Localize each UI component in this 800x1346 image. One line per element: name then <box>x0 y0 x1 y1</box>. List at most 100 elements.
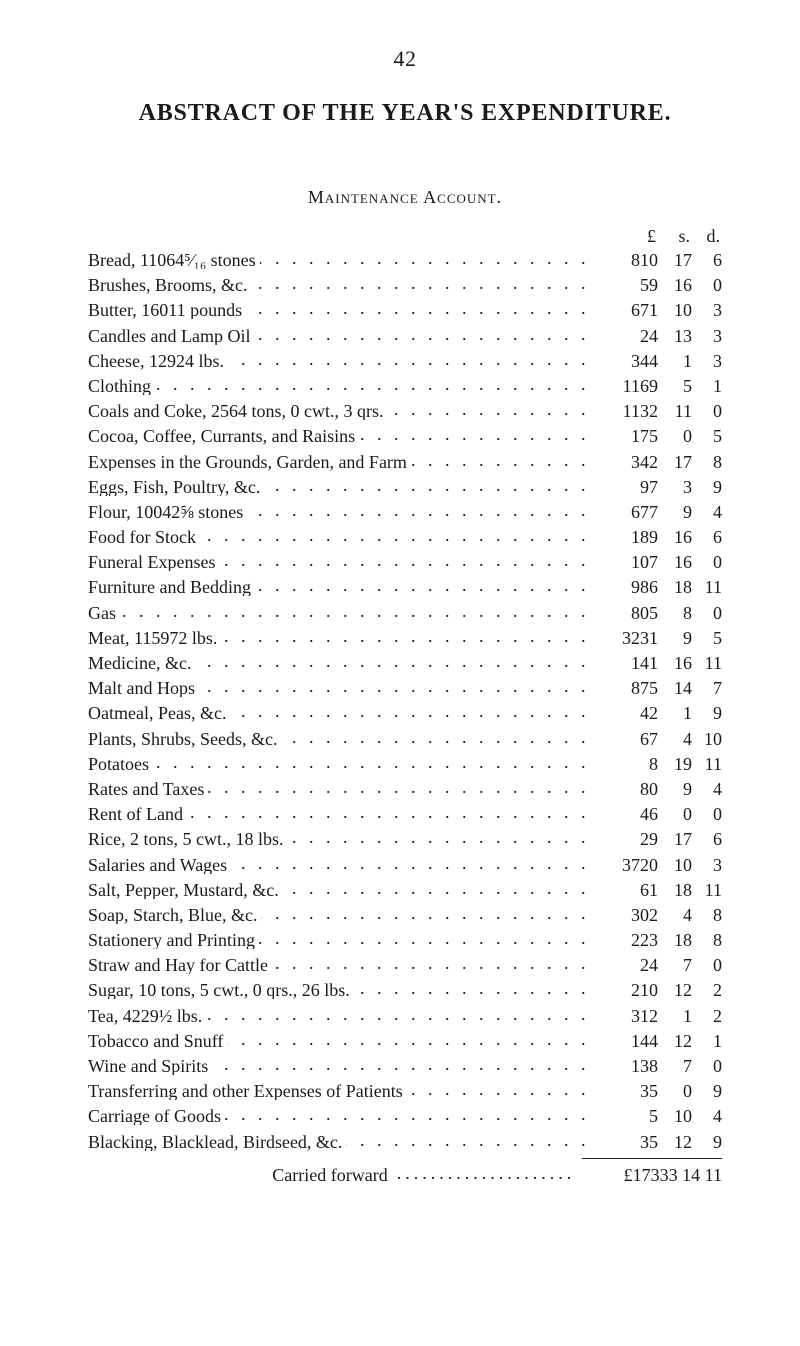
expenditure-rows: . . . . . . . . . . . . . . . . . . . . … <box>88 251 722 1151</box>
amount-pounds: 141 <box>596 654 658 672</box>
row-label-wrap: . . . . . . . . . . . . . . . . . . . . … <box>88 654 596 672</box>
amount-shillings: 12 <box>658 1133 692 1151</box>
row-label: Medicine, &c. <box>88 654 197 672</box>
row-label: Clothing <box>88 377 157 395</box>
amount-pounds: 59 <box>596 276 658 294</box>
table-row: . . . . . . . . . . . . . . . . . . . . … <box>88 1057 722 1075</box>
row-label-wrap: . . . . . . . . . . . . . . . . . . . . … <box>88 604 596 622</box>
table-row: . . . . . . . . . . . . . . . . . . . . … <box>88 906 722 924</box>
table-row: . . . . . . . . . . . . . . . . . . . . … <box>88 1133 722 1151</box>
carried-forward-amount: £17333 14 11 <box>572 1165 722 1186</box>
row-label: Potatoes <box>88 755 155 773</box>
row-label: Cheese, 12924 lbs. <box>88 352 230 370</box>
amount-pounds: 805 <box>596 604 658 622</box>
row-label-wrap: . . . . . . . . . . . . . . . . . . . . … <box>88 730 596 748</box>
document-page: 42 ABSTRACT OF THE YEAR'S EXPENDITURE. M… <box>0 0 800 1346</box>
amount-pounds: 3720 <box>596 856 658 874</box>
total-rule <box>582 1158 722 1159</box>
table-row: . . . . . . . . . . . . . . . . . . . . … <box>88 805 722 823</box>
table-row: . . . . . . . . . . . . . . . . . . . . … <box>88 704 722 722</box>
table-row: . . . . . . . . . . . . . . . . . . . . … <box>88 528 722 546</box>
amount-pounds: 144 <box>596 1032 658 1050</box>
amount-pounds: 107 <box>596 553 658 571</box>
amount-shillings: 0 <box>658 805 692 823</box>
amount-pounds: 46 <box>596 805 658 823</box>
row-label: Blacking, Blacklead, Birdseed, &c. <box>88 1133 348 1151</box>
table-row: . . . . . . . . . . . . . . . . . . . . … <box>88 427 722 445</box>
page-title: ABSTRACT OF THE YEAR'S EXPENDITURE. <box>88 100 722 127</box>
table-row: . . . . . . . . . . . . . . . . . . . . … <box>88 629 722 647</box>
amount-pence: 9 <box>692 1133 722 1151</box>
row-label-wrap: . . . . . . . . . . . . . . . . . . . . … <box>88 478 596 496</box>
table-row: . . . . . . . . . . . . . . . . . . . . … <box>88 453 722 471</box>
amount-pence: 8 <box>692 453 722 471</box>
row-label: Rice, 2 tons, 5 cwt., 18 lbs. <box>88 830 290 848</box>
row-label: Brushes, Brooms, &c. <box>88 276 254 294</box>
amount-shillings: 11 <box>658 402 692 420</box>
amount-shillings: 4 <box>658 906 692 924</box>
amount-pence: 1 <box>692 377 722 395</box>
amount-shillings: 16 <box>658 654 692 672</box>
amount-pence: 0 <box>692 402 722 420</box>
amount-pence: 7 <box>692 679 722 697</box>
amount-pence: 1 <box>692 1032 722 1050</box>
amount-pence: 9 <box>692 704 722 722</box>
row-label-wrap: . . . . . . . . . . . . . . . . . . . . … <box>88 327 596 345</box>
amount-pounds: 344 <box>596 352 658 370</box>
row-label-wrap: . . . . . . . . . . . . . . . . . . . . … <box>88 453 596 471</box>
row-label: Soap, Starch, Blue, &c. <box>88 906 263 924</box>
row-label: Gas <box>88 604 122 622</box>
amount-pence: 9 <box>692 478 722 496</box>
amount-pounds: 61 <box>596 881 658 899</box>
amount-pence: 3 <box>692 856 722 874</box>
amount-shillings: 0 <box>658 1082 692 1100</box>
row-label-wrap: . . . . . . . . . . . . . . . . . . . . … <box>88 755 596 773</box>
table-row: . . . . . . . . . . . . . . . . . . . . … <box>88 478 722 496</box>
table-row: . . . . . . . . . . . . . . . . . . . . … <box>88 301 722 319</box>
row-label-wrap: . . . . . . . . . . . . . . . . . . . . … <box>88 1032 596 1050</box>
row-label-wrap: . . . . . . . . . . . . . . . . . . . . … <box>88 704 596 722</box>
amount-shillings: 14 <box>658 679 692 697</box>
table-row: . . . . . . . . . . . . . . . . . . . . … <box>88 654 722 672</box>
row-label: Coals and Coke, 2564 tons, 0 cwt., 3 qrs… <box>88 402 389 420</box>
amount-pence: 10 <box>692 730 722 748</box>
amount-pounds: 24 <box>596 956 658 974</box>
row-label-wrap: . . . . . . . . . . . . . . . . . . . . … <box>88 629 596 647</box>
amount-shillings: 13 <box>658 327 692 345</box>
row-label: Salt, Pepper, Mustard, &c. <box>88 881 285 899</box>
header-pence: d. <box>690 226 720 247</box>
amount-pence: 3 <box>692 301 722 319</box>
row-label: Meat, 115972 lbs. <box>88 629 223 647</box>
row-label: Transferring and other Expenses of Patie… <box>88 1082 409 1100</box>
amount-pounds: 97 <box>596 478 658 496</box>
amount-pounds: 29 <box>596 830 658 848</box>
table-row: . . . . . . . . . . . . . . . . . . . . … <box>88 730 722 748</box>
amount-pence: 0 <box>692 604 722 622</box>
amount-pounds: 1132 <box>596 402 658 420</box>
row-label-wrap: . . . . . . . . . . . . . . . . . . . . … <box>88 906 596 924</box>
table-row: . . . . . . . . . . . . . . . . . . . . … <box>88 1032 722 1050</box>
amount-shillings: 7 <box>658 1057 692 1075</box>
amount-pence: 6 <box>692 251 722 269</box>
row-label: Plants, Shrubs, Seeds, &c. <box>88 730 284 748</box>
amount-pence: 6 <box>692 830 722 848</box>
row-label-wrap: . . . . . . . . . . . . . . . . . . . . … <box>88 528 596 546</box>
amount-shillings: 7 <box>658 956 692 974</box>
row-label-wrap: . . . . . . . . . . . . . . . . . . . . … <box>88 830 596 848</box>
amount-shillings: 16 <box>658 276 692 294</box>
amount-pence: 4 <box>692 503 722 521</box>
table-row: . . . . . . . . . . . . . . . . . . . . … <box>88 830 722 848</box>
row-label: Furniture and Bedding <box>88 578 257 596</box>
amount-shillings: 10 <box>658 301 692 319</box>
amount-pounds: 671 <box>596 301 658 319</box>
row-label: Butter, 16011 pounds <box>88 301 248 319</box>
row-label: Straw and Hay for Cattle <box>88 956 274 974</box>
currency-header-row: £ s. d. <box>88 226 722 247</box>
section-subtitle: Maintenance Account. <box>88 187 722 208</box>
row-label: Oatmeal, Peas, &c. <box>88 704 232 722</box>
row-label-wrap: . . . . . . . . . . . . . . . . . . . . … <box>88 1082 596 1100</box>
row-label-wrap: . . . . . . . . . . . . . . . . . . . . … <box>88 679 596 697</box>
amount-pence: 3 <box>692 352 722 370</box>
amount-pounds: 138 <box>596 1057 658 1075</box>
row-label: Flour, 10042⅝ stones <box>88 503 249 521</box>
